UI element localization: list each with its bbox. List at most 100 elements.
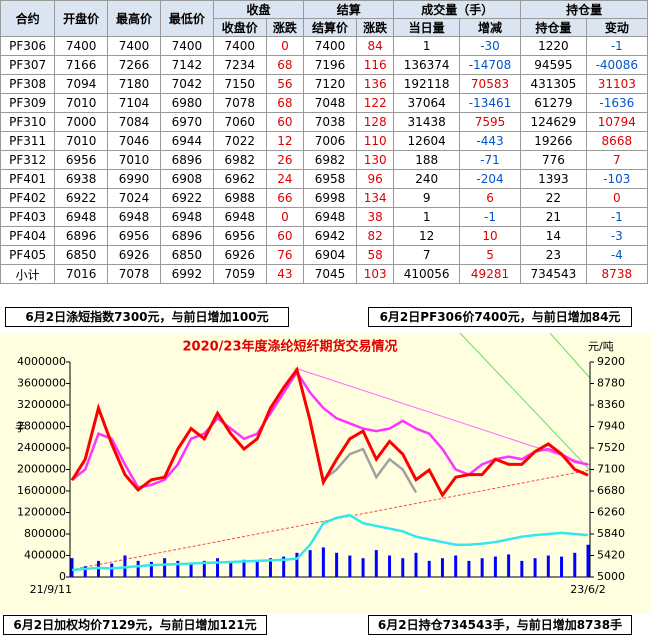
y2-tick-label: 8780 — [597, 377, 625, 390]
bar — [335, 552, 339, 577]
table-cell: 9 — [393, 188, 460, 208]
table-cell: 6990 — [107, 169, 161, 189]
table-cell: 7196 — [303, 55, 357, 75]
column-header: 增减 — [458, 18, 522, 37]
header-row: 合约 开盘价 最高价 最低价 收盘 结算 成交量（手） 持仓量 — [0, 0, 648, 37]
table-cell: 6998 — [303, 188, 357, 208]
table-cell: 122 — [355, 93, 395, 113]
table-cell: 6992 — [159, 264, 214, 284]
table-cell: 1220 — [520, 36, 587, 56]
table-cell: 10794 — [585, 112, 649, 132]
column-header: 合约 — [0, 0, 56, 37]
column-header: 持仓量 — [520, 18, 587, 37]
table-cell: 7150 — [212, 74, 267, 94]
table-cell: 6896 — [159, 150, 214, 170]
bar — [229, 561, 233, 577]
table-cell: 7 — [585, 150, 649, 170]
table-cell: 60 — [265, 112, 305, 132]
table-cell: PF405 — [0, 245, 56, 265]
bar — [83, 566, 87, 577]
line-series — [70, 366, 589, 498]
table-cell: 7 — [393, 245, 460, 265]
bar — [427, 560, 431, 577]
bar — [374, 550, 378, 577]
table-cell: 7142 — [159, 55, 214, 75]
table-cell: 7000 — [54, 112, 109, 132]
table-cell: 31103 — [585, 74, 649, 94]
table-cell: -1 — [585, 207, 649, 227]
table-cell: 776 — [520, 150, 587, 170]
table-cell: 12 — [393, 226, 460, 246]
bar — [414, 552, 418, 577]
group-header: 结算 — [303, 0, 395, 19]
table-cell: 7006 — [303, 131, 357, 151]
table-cell: 82 — [355, 226, 395, 246]
table-row: PF404 6896 6956 6896 6956 60 6942 82 12 10 14 -3 — [0, 226, 649, 246]
table-cell: PF404 — [0, 226, 56, 246]
table-cell: 22 — [520, 188, 587, 208]
y-tick-label: 1200000 — [17, 506, 66, 519]
table-cell: 6948 — [159, 207, 214, 227]
banner: 6月2日持仓734543手，与前日增加8738手 — [368, 615, 632, 635]
bar — [454, 555, 458, 577]
table-cell: 43 — [265, 264, 305, 284]
table-cell: 96 — [355, 169, 395, 189]
bar — [268, 558, 272, 577]
quote-table: 合约 开盘价 最高价 最低价 收盘 结算 成交量（手） 持仓量 收盘价 涨跌 结算价 涨跌 当日量 增减持… — [0, 0, 649, 284]
y2-tick-label: 6680 — [597, 484, 625, 497]
bar — [560, 556, 564, 577]
table-row: PF312 6956 7010 6896 6982 26 6982 130 188 -71 776 7 — [0, 150, 649, 170]
table-cell: 6896 — [159, 226, 214, 246]
table-cell: -204 — [458, 169, 522, 189]
table-cell: 103 — [355, 264, 395, 284]
y2-tick-label: 5840 — [597, 527, 625, 540]
table-cell: 6982 — [303, 150, 357, 170]
y-tick-label: 400000 — [24, 549, 66, 562]
table-cell: 134 — [355, 188, 395, 208]
table-cell: 130 — [355, 150, 395, 170]
table-cell: 12604 — [393, 131, 460, 151]
banner: 6月2日加权均价7129元，与前日增加121元 — [3, 615, 267, 635]
x-tick-label: 21/9/11 — [30, 583, 72, 596]
y2-tick-label: 7940 — [597, 420, 625, 433]
table-cell: 小计 — [0, 264, 56, 284]
table-cell: 8668 — [585, 131, 649, 151]
table-cell: 68 — [265, 55, 305, 75]
column-header: 收盘价 — [212, 18, 267, 37]
table-cell: 6956 — [212, 226, 267, 246]
table-cell: PF309 — [0, 93, 56, 113]
table-cell: 19266 — [520, 131, 587, 151]
column-header: 最低价 — [159, 0, 214, 37]
table-row: PF401 6938 6990 6908 6962 24 6958 96 240 -204 1393… — [0, 169, 649, 189]
table-cell: 6980 — [159, 93, 214, 113]
bar — [440, 558, 444, 577]
table-cell: 6926 — [212, 245, 267, 265]
y-tick-label: 2400000 — [17, 441, 66, 454]
banner: 6月2日PF306价7400元，与前日增加84元 — [368, 307, 632, 327]
bar — [493, 556, 497, 577]
table-cell: -30 — [458, 36, 522, 56]
table-cell: 116 — [355, 55, 395, 75]
table-row: PF402 6922 7024 6922 6988 66 6998 134 9 6 22 0 — [0, 188, 649, 208]
table-cell: 26 — [265, 150, 305, 170]
bar — [308, 550, 312, 577]
bar — [136, 560, 140, 577]
column-header: 涨跌 — [265, 18, 305, 37]
bar — [520, 560, 524, 577]
table-cell: PF307 — [0, 55, 56, 75]
table-cell: 7266 — [107, 55, 161, 75]
table-row: PF307 7166 7266 7142 7234 68 7196 116 136374 -147… — [0, 55, 649, 75]
line-series — [71, 369, 589, 489]
table-cell: PF403 — [0, 207, 56, 227]
column-header: 开盘价 — [54, 0, 109, 37]
table-cell: 7022 — [212, 131, 267, 151]
table-cell: 7166 — [54, 55, 109, 75]
table-cell: 7400 — [303, 36, 357, 56]
table-cell: 6908 — [159, 169, 214, 189]
table-cell: 6948 — [303, 207, 357, 227]
table-cell: 94595 — [520, 55, 587, 75]
y2-tick-label: 7520 — [597, 441, 625, 454]
table-cell: 6922 — [159, 188, 214, 208]
y2-tick-label: 6260 — [597, 506, 625, 519]
trend-line — [549, 333, 591, 379]
